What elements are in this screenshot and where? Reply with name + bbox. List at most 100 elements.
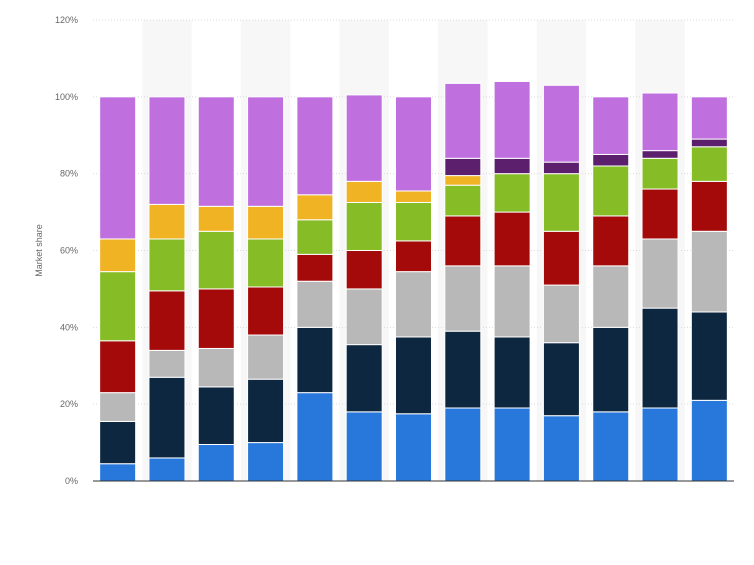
bar-segment bbox=[690, 180, 728, 232]
bar-segment bbox=[99, 392, 137, 422]
bar-segment bbox=[542, 230, 580, 286]
bar-segment bbox=[148, 203, 186, 240]
y-tick-label: 60% bbox=[60, 246, 78, 256]
bar-segment bbox=[542, 342, 580, 417]
bar-segment bbox=[99, 238, 137, 273]
bar-segment bbox=[296, 253, 334, 282]
bar-segment bbox=[641, 150, 679, 159]
bar-segment bbox=[542, 415, 580, 482]
bar-segment bbox=[99, 420, 137, 465]
bar-segment bbox=[197, 444, 235, 482]
bar-segment bbox=[641, 407, 679, 482]
bar-segment bbox=[99, 340, 137, 394]
y-tick-label: 20% bbox=[60, 399, 78, 409]
bar-segment bbox=[296, 194, 334, 221]
y-tick-label: 0% bbox=[65, 476, 78, 486]
bar-segment bbox=[444, 82, 482, 159]
bar-segment bbox=[690, 138, 728, 148]
bar-segment bbox=[641, 307, 679, 409]
bar-segment bbox=[395, 271, 432, 338]
bar-segment bbox=[592, 153, 630, 167]
bar-segment bbox=[247, 378, 285, 444]
bar-segment bbox=[247, 238, 285, 288]
bar-segment bbox=[148, 238, 186, 292]
bar-segment bbox=[493, 157, 531, 175]
bar-segment bbox=[493, 211, 531, 267]
bar-segment bbox=[148, 376, 186, 459]
bar-segment bbox=[345, 180, 383, 203]
bar-segment bbox=[641, 92, 679, 152]
bar-segment bbox=[493, 265, 531, 338]
bar-segment bbox=[395, 190, 432, 203]
bar-segment bbox=[99, 271, 137, 342]
bar-segment bbox=[395, 240, 432, 273]
bar-segment bbox=[197, 386, 235, 446]
y-tick-label: 40% bbox=[60, 322, 78, 332]
bar-segment bbox=[197, 347, 235, 388]
bars bbox=[99, 80, 728, 482]
bar-segment bbox=[493, 407, 531, 482]
bar-segment bbox=[592, 165, 630, 217]
bar-segment bbox=[247, 334, 285, 380]
bar-segment bbox=[197, 288, 235, 349]
bar-segment bbox=[395, 96, 432, 192]
bar-segment bbox=[444, 330, 482, 409]
bar-segment bbox=[345, 411, 383, 482]
bar-segment bbox=[592, 411, 630, 482]
bar-segment bbox=[296, 326, 334, 394]
bar-segment bbox=[493, 336, 531, 409]
bar-segment bbox=[493, 80, 531, 159]
bar-segment bbox=[247, 205, 285, 240]
bar-segment bbox=[444, 184, 482, 217]
bar-segment bbox=[296, 280, 334, 328]
axes: 0% 20% 40% 60% 80% 100% 120% bbox=[55, 15, 734, 486]
bar-segment bbox=[296, 392, 334, 482]
bar-segment bbox=[148, 290, 186, 351]
bar-segment bbox=[395, 413, 432, 482]
bar-segment bbox=[247, 96, 285, 207]
bar-segment bbox=[247, 442, 285, 482]
bar-segment bbox=[197, 96, 235, 207]
bar-segment bbox=[345, 250, 383, 290]
bar-segment bbox=[345, 288, 383, 346]
bar-segment bbox=[542, 284, 580, 344]
bar-segment bbox=[592, 215, 630, 267]
bar-segment bbox=[395, 201, 432, 242]
bar-segment bbox=[444, 215, 482, 267]
bar-segment bbox=[444, 175, 482, 186]
y-tick-label: 100% bbox=[55, 92, 78, 102]
bar-segment bbox=[641, 157, 679, 190]
bar-segment bbox=[690, 311, 728, 401]
bar-segment bbox=[641, 238, 679, 309]
bar-segment bbox=[542, 84, 580, 163]
bar-segment bbox=[542, 173, 580, 232]
bar-segment bbox=[148, 96, 186, 205]
bar-segment bbox=[148, 457, 186, 482]
y-tick-label: 80% bbox=[60, 169, 78, 179]
bar-segment bbox=[641, 188, 679, 240]
bar-segment bbox=[197, 230, 235, 290]
bar-segment bbox=[345, 344, 383, 413]
bar-segment bbox=[444, 157, 482, 177]
bar-segment bbox=[197, 205, 235, 232]
y-tick-label: 120% bbox=[55, 15, 78, 25]
bar-segment bbox=[99, 96, 137, 240]
bar-segment bbox=[690, 399, 728, 482]
bar-segment bbox=[99, 463, 137, 482]
bar-segment bbox=[296, 219, 334, 255]
y-axis-label: Market share bbox=[34, 224, 44, 277]
bar-segment bbox=[444, 407, 482, 482]
bar-segment bbox=[690, 96, 728, 140]
bar-segment bbox=[542, 161, 580, 175]
bar-segment bbox=[148, 349, 186, 378]
bar-segment bbox=[592, 265, 630, 328]
bar-segment bbox=[493, 173, 531, 213]
bar-segment bbox=[592, 326, 630, 413]
bar-segment bbox=[592, 96, 630, 155]
bar-segment bbox=[296, 96, 334, 196]
bar-segment bbox=[395, 336, 432, 415]
bar-segment bbox=[444, 265, 482, 332]
bar-segment bbox=[345, 201, 383, 252]
